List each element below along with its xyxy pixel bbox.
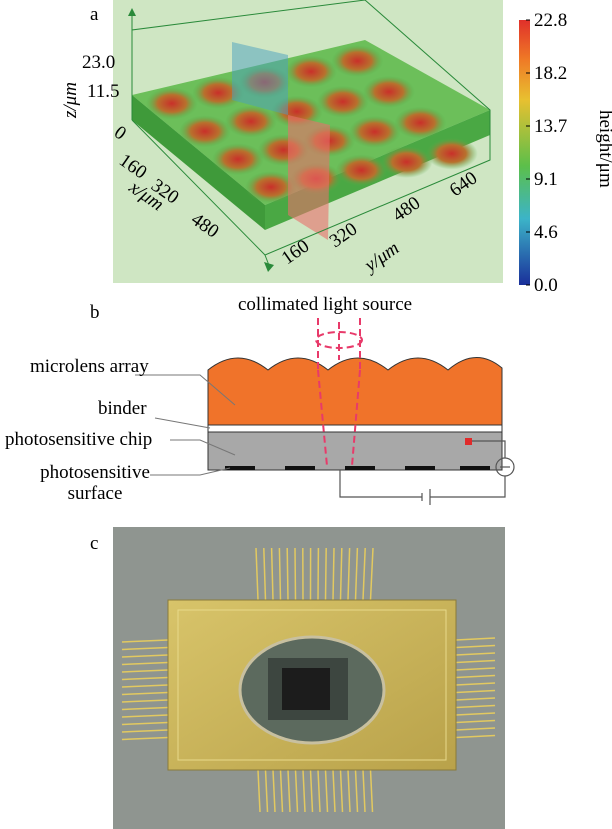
- z-axis-title: z/μm: [60, 82, 81, 119]
- pin: [326, 548, 327, 600]
- figure: a 23.0 11.5 z/μm 0 160 320 480 x/μm 160 …: [0, 0, 612, 829]
- microlens-layer: [208, 357, 502, 425]
- colorbar-tick-label: 0.0: [534, 275, 558, 296]
- colorbar-tick-label: 22.8: [534, 10, 567, 31]
- pin: [333, 548, 334, 600]
- colorbar-tick-label: 4.6: [534, 222, 558, 243]
- bump: [349, 116, 401, 148]
- light-source-label: collimated light source: [238, 294, 412, 315]
- bump: [179, 115, 231, 147]
- panel-label: c: [90, 533, 98, 554]
- colorbar-ticks: 0.0 4.6 9.1 13.7 18.2 22.8: [526, 10, 567, 296]
- z-tick-label: 11.5: [87, 81, 120, 102]
- colorbar-tick-label: 18.2: [534, 63, 567, 84]
- chip-label: photosensitive chip: [5, 429, 152, 450]
- bump: [331, 45, 383, 77]
- pin: [287, 548, 288, 600]
- bump: [146, 87, 198, 119]
- z-tick-label: 23.0: [82, 52, 115, 73]
- bump: [381, 146, 433, 178]
- bump: [317, 86, 369, 118]
- colorbar-tick-label: 13.7: [534, 116, 567, 137]
- colorbar-title: height/μm: [595, 110, 612, 188]
- bump: [285, 56, 337, 88]
- sensor-die: [282, 668, 330, 710]
- microlens-label: microlens array: [30, 356, 149, 377]
- bump: [426, 138, 478, 170]
- electrode: [465, 438, 472, 445]
- panel-label: a: [90, 4, 99, 25]
- bump: [394, 107, 446, 139]
- page: a 23.0 11.5 z/μm 0 160 320 480 x/μm 160 …: [0, 0, 612, 829]
- panel-label: b: [90, 302, 100, 323]
- colorbar-tick-label: 9.1: [534, 169, 558, 190]
- bump: [363, 76, 415, 108]
- binder-label: binder: [98, 398, 147, 419]
- pin: [295, 548, 296, 600]
- bump: [212, 143, 264, 175]
- surface-label: photosensitive surface: [20, 462, 170, 504]
- bump: [335, 154, 387, 186]
- colorbar: [519, 20, 530, 285]
- bump: [225, 105, 277, 137]
